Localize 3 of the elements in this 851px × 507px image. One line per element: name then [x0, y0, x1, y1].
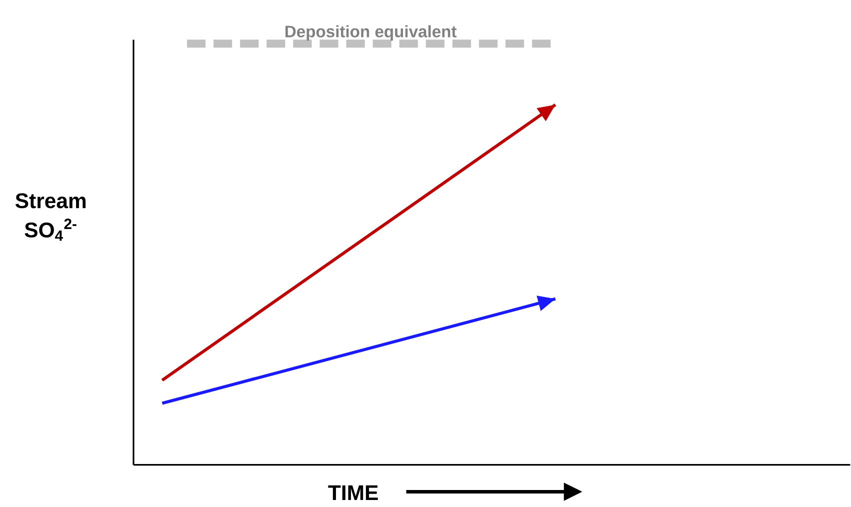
x-axis-title: TIME	[328, 486, 378, 500]
ref-line-label: Deposition equivalent	[285, 25, 457, 41]
y-axis-title: Stream SO$_{4}$2-	[15, 193, 86, 241]
